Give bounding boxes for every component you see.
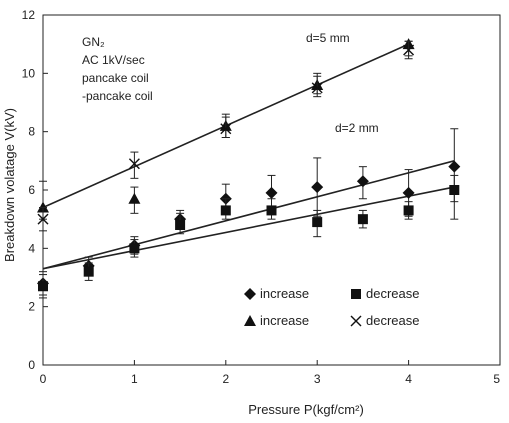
data-point-square	[220, 205, 231, 216]
gap-label-2mm: d=2 mm	[335, 121, 379, 135]
y-tick-label: 10	[22, 66, 36, 80]
legend-label: decrease	[366, 286, 419, 301]
legend: increase decrease increase decrease	[244, 286, 419, 328]
y-tick-label: 12	[22, 8, 36, 22]
x-tick-label: 4	[405, 372, 412, 386]
y-tick-label: 4	[28, 241, 35, 255]
data-point-square	[266, 205, 277, 216]
x-tick-label: 1	[131, 372, 138, 386]
cross-stroke	[403, 44, 415, 56]
legend-marker-diamond	[244, 288, 256, 300]
legend-marker-triangle	[244, 315, 256, 326]
x-tick-label: 3	[314, 372, 321, 386]
cross-stroke	[220, 123, 232, 135]
data-point-diamond	[356, 175, 369, 188]
x-tick-label: 5	[493, 372, 500, 386]
data-point-diamond	[448, 160, 461, 173]
legend-marker-square	[351, 289, 361, 299]
conditions-annotation: GN₂ AC 1kV/sec pancake coil -pancake coi…	[82, 35, 153, 103]
data-point-cross	[128, 158, 140, 170]
x-axis-label: Pressure P(kgf/cm²)	[248, 402, 364, 417]
legend-label: decrease	[366, 313, 419, 328]
data-point-cross	[403, 44, 415, 56]
cross-stroke	[128, 158, 140, 170]
data-point-square	[449, 185, 460, 195]
data-point-cross	[220, 123, 232, 135]
legend-marker-cross	[350, 315, 362, 327]
data-point-square	[38, 281, 48, 292]
y-axis-label: Breakdown volatage V(kV)	[2, 108, 17, 262]
data-point-square	[129, 243, 140, 254]
y-tick-label: 0	[28, 358, 35, 372]
data-point-cross	[311, 82, 323, 94]
error-bar	[313, 75, 322, 98]
data-point-triangle	[128, 192, 141, 204]
error-bar	[130, 151, 139, 179]
legend-label: increase	[260, 313, 309, 328]
condition-gas: GN₂	[82, 35, 105, 49]
data-point-diamond	[402, 186, 415, 199]
legend-label: increase	[260, 286, 309, 301]
data-points	[37, 38, 461, 299]
y-tick-label: 2	[28, 300, 35, 314]
cross-stroke	[311, 82, 323, 94]
data-point-square	[175, 220, 186, 230]
cross-stroke	[37, 213, 49, 225]
y-tick-label: 8	[28, 125, 35, 139]
data-point-diamond	[311, 181, 324, 194]
data-point-diamond	[265, 186, 278, 199]
data-point-square	[83, 266, 94, 277]
condition-electrode-1: pancake coil	[82, 71, 149, 85]
condition-electrode-2: -pancake coil	[82, 89, 153, 103]
data-point-square	[403, 205, 414, 216]
data-point-cross	[37, 213, 49, 225]
error-bar	[221, 116, 230, 138]
data-point-square	[357, 214, 368, 225]
gap-label-5mm: d=5 mm	[306, 31, 350, 45]
condition-ramp: AC 1kV/sec	[82, 53, 145, 67]
cross-stroke	[350, 315, 362, 327]
x-tick-label: 0	[40, 372, 47, 386]
x-tick-label: 2	[222, 372, 229, 386]
error-bar	[450, 174, 459, 220]
y-tick-label: 6	[28, 183, 35, 197]
data-point-square	[312, 217, 323, 228]
trendline	[42, 186, 455, 270]
trendline	[42, 160, 455, 270]
